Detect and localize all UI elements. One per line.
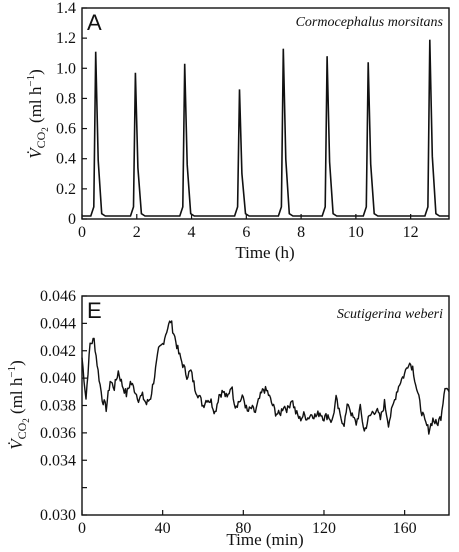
panel-e-y-tick-label: 0.036 — [40, 425, 76, 442]
panel-e-x-tick-label: 120 — [312, 520, 336, 537]
panel-e-x-axis-title: Time (min) — [226, 530, 303, 549]
panel-e-axes-frame — [81, 295, 450, 516]
panel-e-y-axis-paren-open: ( — [7, 408, 26, 418]
panel-a-y-tick-label: 0 — [68, 211, 76, 228]
svg-text:V̇CO2 (ml h−1): V̇CO2 (ml h−1) — [6, 360, 31, 450]
panel-e-y-axis-sub2: 2 — [21, 418, 31, 423]
panel-a-ticks: 0 2 4 6 8 10 12 0 0.2 0.4 0.6 0.8 1.0 1.2 1.4 — [56, 0, 419, 241]
svg-text:V̇CO2 (ml h−1): V̇CO2 (ml h−1) — [25, 69, 50, 159]
panel-a-x-tick-label: 10 — [348, 224, 364, 241]
panel-a-y-tick-label: 0.2 — [56, 181, 76, 198]
panel-a-x-tick-label: 4 — [188, 224, 196, 241]
panel-e-y-axis-vdot: V̇ — [7, 437, 26, 450]
panel-e-y-axis-paren-close: ) — [7, 360, 26, 366]
panel-a-x-tick-label: 0 — [78, 224, 86, 241]
panel-a-axes-frame — [81, 7, 450, 220]
panel-a-species-label: Cormocephalus morsitans — [296, 15, 444, 30]
panel-e: 0 40 80 120 160 0.030 0.034 0.036 0.038 0.040 0.04… — [6, 288, 450, 549]
panel-a-y-axis-sub2: 2 — [40, 127, 50, 132]
panel-a-y-tick-label: 0.8 — [56, 90, 76, 107]
panel-e-x-tick-label: 0 — [78, 520, 86, 537]
panel-e-y-tick-label: 0.034 — [40, 452, 76, 469]
panel-a-x-tick-label: 12 — [403, 224, 419, 241]
panel-e-letter: E — [87, 298, 102, 323]
panel-a-y-tick-label: 1.4 — [56, 0, 76, 17]
panel-e-y-tick-label: 0.042 — [40, 343, 76, 360]
panel-e-series-line — [81, 320, 450, 435]
panel-a-series-line — [82, 39, 449, 217]
panel-e-x-tick-label: 80 — [235, 520, 251, 537]
panel-e-species-label: Scutigerina weberi — [337, 307, 443, 322]
panel-a-y-axis-vdot: V̇ — [26, 146, 45, 159]
panel-a-x-tick-label: 2 — [133, 224, 141, 241]
panel-e-x-tick-label: 160 — [393, 520, 417, 537]
panel-a-y-tick-label: 1.2 — [56, 30, 76, 47]
panel-a-y-axis-paren-close: ) — [26, 69, 45, 75]
panel-a-y-tick-label: 0.6 — [56, 121, 76, 138]
panel-a-y-axis-title: V̇CO2 (ml h−1) — [25, 69, 50, 159]
panel-a-y-tick-label: 0.4 — [56, 151, 76, 168]
panel-e-ticks: 0 40 80 120 160 0.030 0.034 0.036 0.038 0.040 0.04… — [40, 288, 417, 537]
panel-a-y-tick-label: 1.0 — [56, 60, 76, 77]
panel-a-y-axis-paren-open: ( — [26, 117, 45, 127]
panel-e-y-axis-co: CO — [15, 422, 29, 439]
panel-a-y-axis-exp: −1 — [25, 75, 37, 87]
panel-a-x-axis-title: Time (h) — [235, 243, 294, 262]
panel-e-y-tick-label: 0.044 — [40, 315, 76, 332]
panel-a-x-tick-label: 6 — [242, 224, 250, 241]
panel-e-x-tick-label: 40 — [155, 520, 171, 537]
panel-e-y-tick-label: 0.040 — [40, 370, 76, 387]
panel-e-y-axis-title: V̇CO2 (ml h−1) — [6, 360, 31, 450]
panel-e-y-axis-units: ml h — [7, 377, 26, 408]
panel-e-y-tick-label: 0.038 — [40, 398, 76, 415]
panel-a-letter: A — [87, 10, 102, 35]
panel-a-y-axis-units: ml h — [26, 86, 45, 117]
panel-a-x-tick-label: 8 — [297, 224, 305, 241]
panel-a: 0 2 4 6 8 10 12 0 0.2 0.4 0.6 0.8 1.0 1.2 1.4 A Cormoc… — [25, 0, 450, 262]
panel-e-y-tick-label: 0.030 — [40, 507, 76, 524]
panel-a-y-axis-co: CO — [34, 131, 48, 148]
panel-e-y-axis-exp: −1 — [6, 366, 18, 378]
panel-e-y-tick-label: 0.046 — [40, 288, 76, 305]
